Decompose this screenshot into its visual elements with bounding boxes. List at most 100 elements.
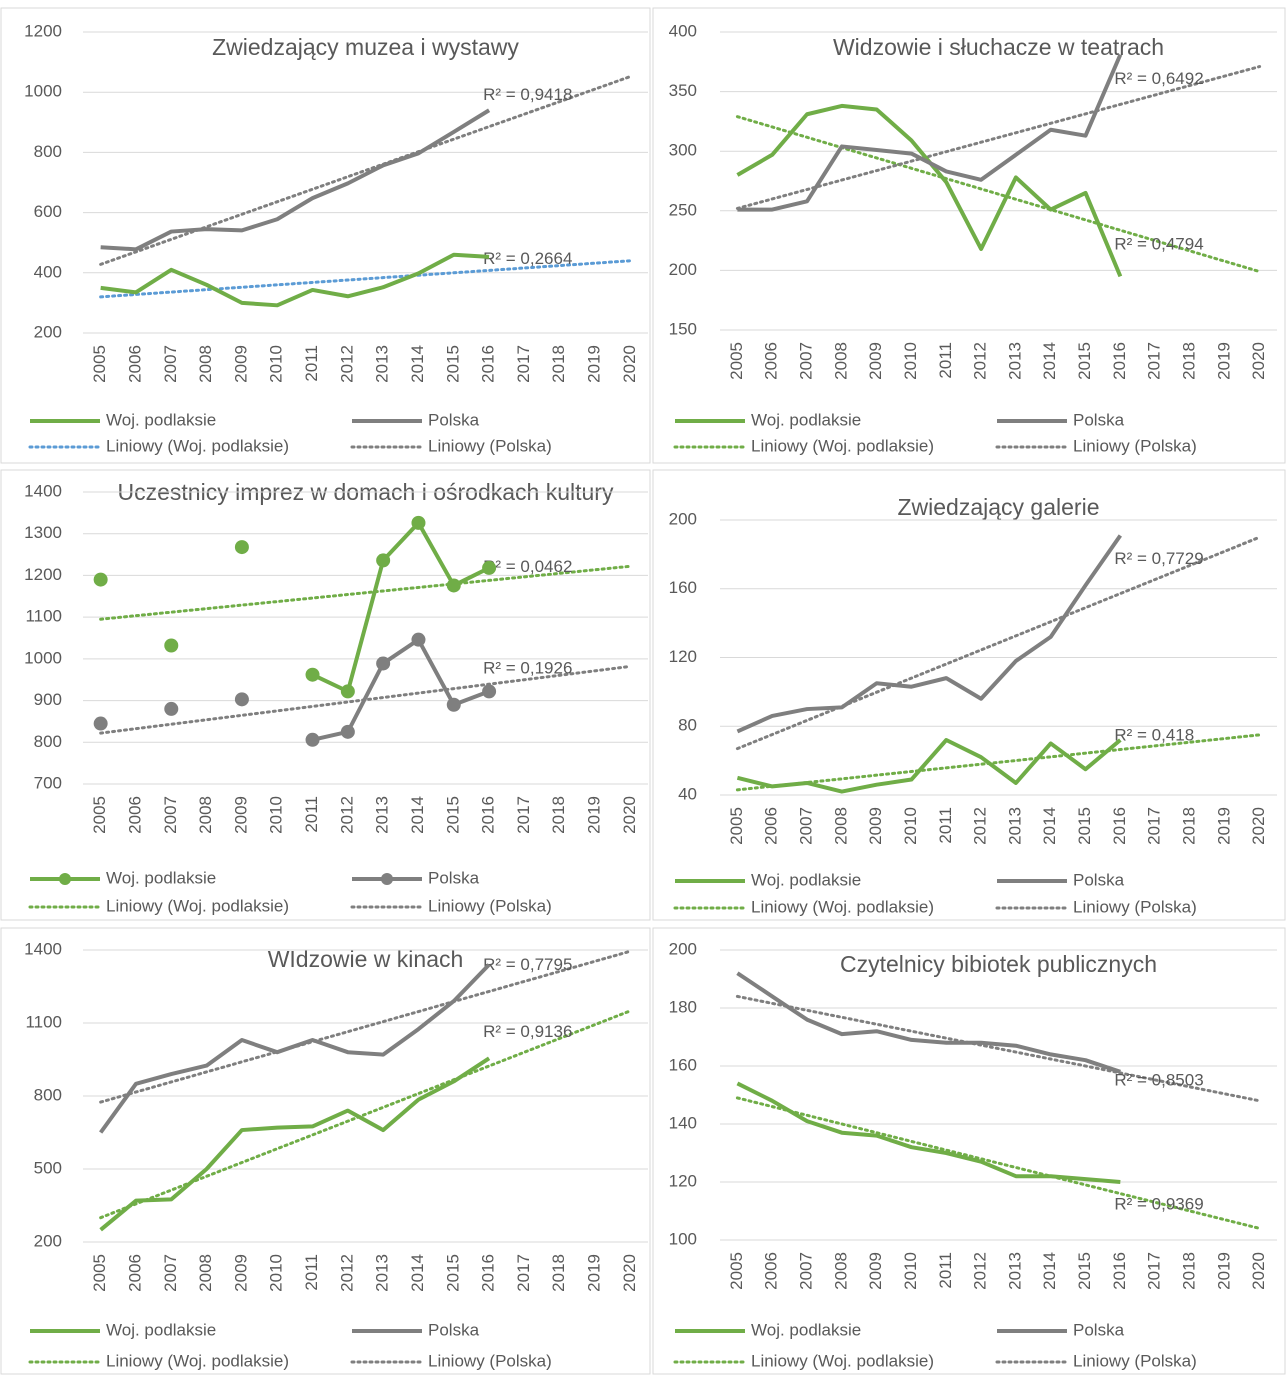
trendline <box>735 994 1262 1103</box>
y-tick-label: 80 <box>678 716 697 735</box>
x-tick-label: 2019 <box>1214 807 1233 845</box>
y-tick-label: 400 <box>34 262 62 281</box>
trendline <box>735 733 1262 792</box>
x-tick-label: 2005 <box>727 807 746 845</box>
legend-marker <box>381 873 393 885</box>
series-line <box>312 637 490 742</box>
r2-label: R² = 0,1926 <box>483 659 572 678</box>
trendline <box>99 1009 632 1220</box>
x-tick-label: 2010 <box>901 1252 920 1290</box>
x-tick-label: 2020 <box>620 345 639 383</box>
x-tick-label: 2014 <box>408 1254 427 1292</box>
legend-label: Liniowy (Polska) <box>1073 897 1197 916</box>
title-box: Widzowie i słuchacze w teatrach <box>832 34 1165 60</box>
y-tick-label: 160 <box>669 1055 697 1074</box>
panel-border <box>0 7 651 464</box>
x-tick-label: 2008 <box>831 1252 850 1290</box>
x-tick-label: 2019 <box>585 345 604 383</box>
legend-label: Woj. podlaksie <box>751 870 861 889</box>
x-tick-label: 2020 <box>1249 1252 1268 1290</box>
x-tick-label: 2019 <box>1214 1252 1233 1290</box>
x-tick-label: 2016 <box>1110 342 1129 380</box>
trendline <box>735 535 1262 751</box>
x-tick-label: 2020 <box>1249 342 1268 380</box>
point <box>234 540 249 555</box>
point <box>376 553 391 568</box>
x-tick-label: 2009 <box>866 342 885 380</box>
y-tick-label: 800 <box>34 732 62 751</box>
y-tick-label: 1100 <box>25 1012 62 1031</box>
x-tick-label: 2015 <box>1075 342 1094 380</box>
x-tick-label: 2017 <box>1145 342 1164 380</box>
x-tick-label: 2014 <box>408 345 427 383</box>
x-tick-label: 2018 <box>1179 342 1198 380</box>
r2-label: R² = 0,8503 <box>1114 1070 1203 1089</box>
x-tick-label: 2020 <box>620 796 639 834</box>
r2-label: R² = 0,9369 <box>1114 1194 1203 1213</box>
y-tick-label: 1100 <box>25 607 62 626</box>
x-tick-label: 2007 <box>797 807 816 845</box>
y-tick-label: 180 <box>669 997 697 1016</box>
point <box>164 638 179 653</box>
trendline <box>99 564 632 621</box>
legend-label: Woj. podlaksie <box>751 410 861 429</box>
point <box>411 515 426 530</box>
point <box>93 716 108 731</box>
r2-label: R² = 0,9136 <box>483 1022 572 1041</box>
y-tick-label: 1400 <box>24 481 62 500</box>
x-tick-label: 2018 <box>1179 807 1198 845</box>
x-tick-label: 2005 <box>727 342 746 380</box>
r2-label: R² = 0,2664 <box>483 249 572 268</box>
x-tick-label: 2012 <box>971 807 990 845</box>
legend-label: Liniowy (Polska) <box>1073 436 1197 455</box>
y-tick-label: 200 <box>34 322 62 341</box>
x-tick-label: 2008 <box>196 1254 215 1292</box>
x-tick-label: 2020 <box>1249 807 1268 845</box>
x-tick-label: 2014 <box>1040 807 1059 845</box>
x-tick-label: 2013 <box>1005 1252 1024 1290</box>
y-tick-label: 250 <box>669 200 697 219</box>
y-tick-label: 140 <box>669 1113 697 1132</box>
chart-title: Widzowie i słuchacze w teatrach <box>832 34 1165 60</box>
x-tick-label: 2014 <box>408 796 427 834</box>
point <box>411 632 426 647</box>
x-tick-label: 2012 <box>337 796 356 834</box>
y-tick-label: 120 <box>669 1171 697 1190</box>
x-tick-label: 2016 <box>479 796 498 834</box>
x-tick-label: 2011 <box>302 345 321 382</box>
y-tick-label: 700 <box>34 773 62 792</box>
r2-label: R² = 0,418 <box>1114 726 1194 745</box>
legend-label: Liniowy (Polska) <box>428 1351 552 1370</box>
r2-label: R² = 0,7729 <box>1114 549 1203 568</box>
r2-label: R² = 0,6492 <box>1114 69 1203 88</box>
x-tick-label: 2006 <box>762 807 781 845</box>
series-line <box>100 108 491 252</box>
y-tick-label: 200 <box>669 260 697 279</box>
y-tick-label: 350 <box>669 81 697 100</box>
point <box>164 701 179 716</box>
y-tick-label: 300 <box>669 141 697 160</box>
panel-border <box>0 469 651 921</box>
legend-label: Woj. podlaksie <box>106 410 216 429</box>
x-tick-label: 2018 <box>1179 1252 1198 1290</box>
x-tick-label: 2006 <box>762 342 781 380</box>
legend-marker <box>59 873 71 885</box>
panel-border <box>652 469 1286 921</box>
legend-label: Liniowy (Woj. podlaksie) <box>106 896 289 915</box>
x-tick-label: 2009 <box>866 1252 885 1290</box>
x-tick-label: 2016 <box>479 1254 498 1292</box>
r2-label: R² = 0,4794 <box>1114 234 1203 253</box>
legend-label: Liniowy (Polska) <box>428 436 552 455</box>
point <box>376 656 391 671</box>
series-line <box>736 534 1122 734</box>
r2-label: R² = 0,0462 <box>483 557 572 576</box>
point <box>340 724 355 739</box>
y-tick-label: 600 <box>34 202 62 221</box>
x-tick-label: 2012 <box>337 345 356 383</box>
x-tick-label: 2007 <box>161 345 180 383</box>
trendline <box>99 75 632 266</box>
legend-label: Polska <box>428 868 480 887</box>
x-tick-label: 2013 <box>373 1254 392 1292</box>
x-tick-label: 2017 <box>1145 1252 1164 1290</box>
x-tick-label: 2012 <box>971 1252 990 1290</box>
